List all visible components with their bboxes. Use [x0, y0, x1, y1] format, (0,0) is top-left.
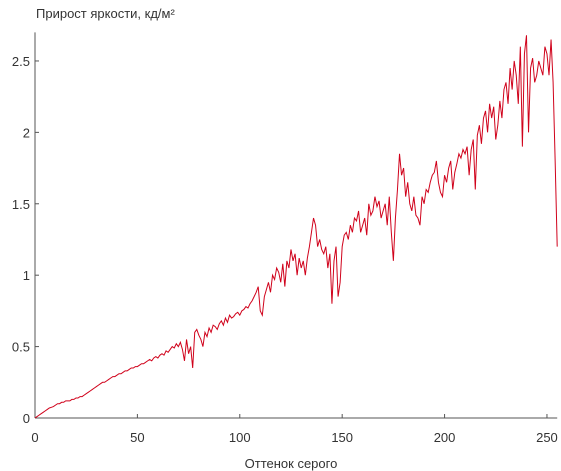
data-line	[34, 35, 558, 419]
y-tick-label: 0	[23, 411, 30, 426]
x-tick-label: 200	[434, 430, 456, 445]
x-tick-label: 250	[536, 430, 558, 445]
y-tick-label: 2.5	[12, 54, 30, 69]
x-tick-label: 150	[331, 430, 353, 445]
x-tick-label: 100	[229, 430, 251, 445]
x-tick-label: 0	[31, 430, 38, 445]
x-tick-label: 50	[130, 430, 144, 445]
chart-title: Прирост яркости, кд/м²	[36, 6, 175, 21]
y-tick-label: 1	[23, 268, 30, 283]
y-tick-label: 0.5	[12, 340, 30, 355]
y-tick-label: 1.5	[12, 197, 30, 212]
x-axis-label: Оттенок серого	[245, 456, 338, 471]
y-tick-label: 2	[23, 125, 30, 140]
